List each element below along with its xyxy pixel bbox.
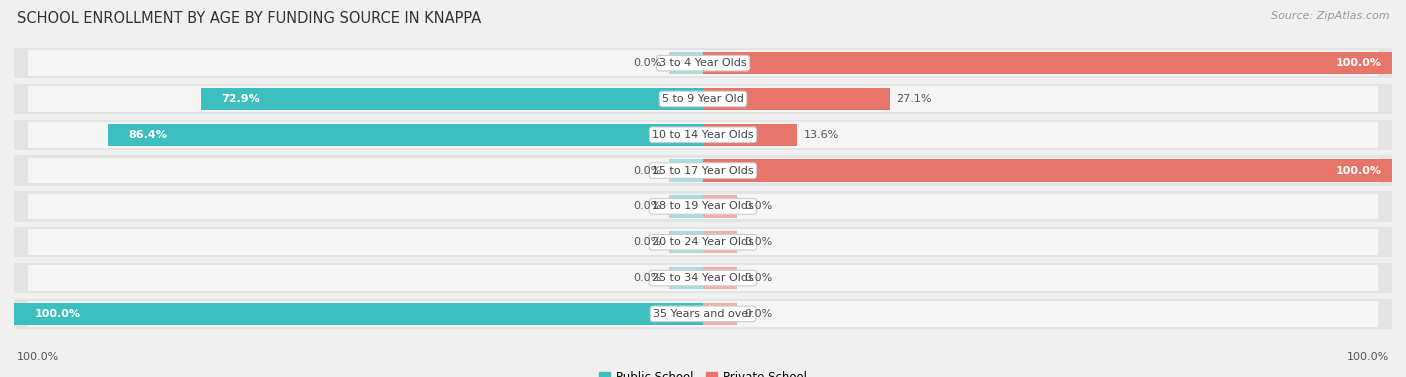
Legend: Public School, Private School: Public School, Private School: [593, 366, 813, 377]
Bar: [14, 227, 1392, 257]
Bar: [201, 88, 703, 110]
Text: 0.0%: 0.0%: [634, 58, 662, 68]
Bar: [14, 155, 1392, 186]
Text: 72.9%: 72.9%: [221, 94, 260, 104]
Text: 100.0%: 100.0%: [1336, 58, 1382, 68]
Bar: [669, 267, 703, 289]
Text: 100.0%: 100.0%: [17, 352, 59, 362]
Bar: [28, 158, 1378, 184]
Bar: [14, 48, 1392, 78]
Bar: [28, 122, 1378, 148]
Text: 20 to 24 Year Olds: 20 to 24 Year Olds: [652, 237, 754, 247]
Bar: [14, 191, 1392, 222]
Bar: [703, 195, 738, 218]
Bar: [703, 52, 1392, 74]
Text: 0.0%: 0.0%: [744, 273, 772, 283]
Bar: [28, 86, 1378, 112]
Text: 0.0%: 0.0%: [634, 237, 662, 247]
Bar: [703, 267, 738, 289]
Bar: [28, 229, 1378, 255]
Bar: [14, 263, 1392, 293]
Text: 25 to 34 Year Olds: 25 to 34 Year Olds: [652, 273, 754, 283]
Text: 27.1%: 27.1%: [897, 94, 932, 104]
Text: 18 to 19 Year Olds: 18 to 19 Year Olds: [652, 201, 754, 211]
Text: 100.0%: 100.0%: [1336, 166, 1382, 176]
Bar: [14, 120, 1392, 150]
Text: 0.0%: 0.0%: [744, 237, 772, 247]
Bar: [14, 303, 703, 325]
Bar: [703, 124, 797, 146]
Text: SCHOOL ENROLLMENT BY AGE BY FUNDING SOURCE IN KNAPPA: SCHOOL ENROLLMENT BY AGE BY FUNDING SOUR…: [17, 11, 481, 26]
Text: 0.0%: 0.0%: [634, 166, 662, 176]
Bar: [703, 303, 738, 325]
Bar: [28, 193, 1378, 219]
Bar: [28, 265, 1378, 291]
Text: 5 to 9 Year Old: 5 to 9 Year Old: [662, 94, 744, 104]
Text: 0.0%: 0.0%: [744, 309, 772, 319]
Bar: [669, 52, 703, 74]
Bar: [14, 299, 1392, 329]
Bar: [669, 231, 703, 253]
Text: 3 to 4 Year Olds: 3 to 4 Year Olds: [659, 58, 747, 68]
Text: Source: ZipAtlas.com: Source: ZipAtlas.com: [1271, 11, 1389, 21]
Bar: [28, 301, 1378, 327]
Text: 100.0%: 100.0%: [1347, 352, 1389, 362]
Bar: [28, 50, 1378, 76]
Text: 0.0%: 0.0%: [634, 273, 662, 283]
Bar: [703, 159, 1392, 182]
Bar: [669, 159, 703, 182]
Text: 35 Years and over: 35 Years and over: [652, 309, 754, 319]
Bar: [108, 124, 703, 146]
Bar: [703, 88, 890, 110]
Bar: [703, 231, 738, 253]
Text: 0.0%: 0.0%: [744, 201, 772, 211]
Text: 100.0%: 100.0%: [35, 309, 80, 319]
Text: 10 to 14 Year Olds: 10 to 14 Year Olds: [652, 130, 754, 140]
Text: 15 to 17 Year Olds: 15 to 17 Year Olds: [652, 166, 754, 176]
Bar: [669, 195, 703, 218]
Text: 13.6%: 13.6%: [804, 130, 839, 140]
Text: 0.0%: 0.0%: [634, 201, 662, 211]
Bar: [14, 84, 1392, 114]
Text: 86.4%: 86.4%: [128, 130, 167, 140]
